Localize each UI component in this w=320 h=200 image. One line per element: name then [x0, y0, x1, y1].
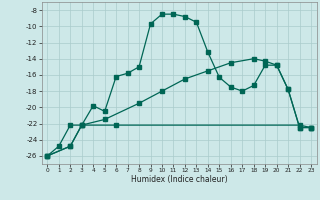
X-axis label: Humidex (Indice chaleur): Humidex (Indice chaleur) — [131, 175, 228, 184]
